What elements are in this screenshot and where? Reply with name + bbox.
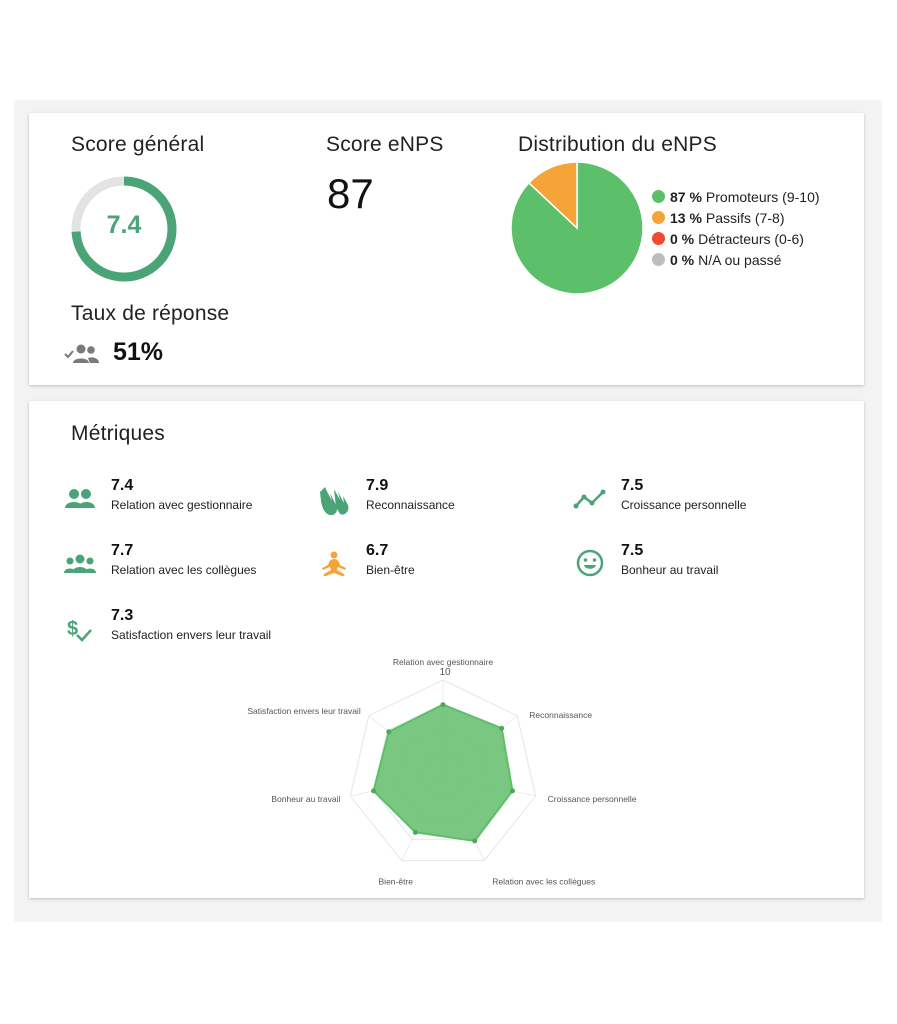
metric-bonheur: 7.5 Bonheur au travail <box>573 542 813 590</box>
legend-item-detracteurs: 0 % Détracteurs (0-6) <box>652 228 820 249</box>
response-rate-title: Taux de réponse <box>71 302 230 325</box>
metric-value: 7.4 <box>111 477 134 494</box>
legend-item-promoteurs: 87 % Promoteurs (9-10) <box>652 186 820 207</box>
legend-pct: 13 % <box>670 209 702 226</box>
radar-point <box>371 788 377 794</box>
score-general-title: Score général <box>71 133 205 156</box>
radar-point <box>440 702 446 708</box>
metric-label: Relation avec les collègues <box>111 563 257 577</box>
legend-label: Promoteurs (9-10) <box>705 188 820 205</box>
radar-axis-label: Satisfaction envers leur travail <box>247 706 360 716</box>
score-general-value: 7.4 <box>106 211 142 239</box>
legend-label: Détracteurs (0-6) <box>698 230 804 247</box>
legend-dot <box>652 253 665 266</box>
radar-point <box>412 829 418 835</box>
metric-value: 7.7 <box>111 542 134 559</box>
dollar-check-icon: $ <box>67 618 92 642</box>
meditation-icon <box>322 551 346 577</box>
metric-value: 7.3 <box>111 607 134 624</box>
radar-point <box>509 788 515 794</box>
radar-axis-label: Relation avec gestionnaire <box>393 657 493 667</box>
legend-dot <box>652 211 665 224</box>
clapping-hands-icon <box>320 487 349 516</box>
radar-axis-label: Reconnaissance <box>529 710 592 720</box>
radar-axis-label: Relation avec les collègues <box>492 877 595 887</box>
distribution-title: Distribution du eNPS <box>518 133 717 156</box>
metric-value: 7.5 <box>621 542 644 559</box>
response-rate-value: 51% <box>113 338 164 366</box>
legend-pct: 0 % <box>670 230 695 247</box>
enps-value: 87 <box>327 170 374 217</box>
metric-label: Relation avec gestionnaire <box>111 498 253 512</box>
metric-label: Reconnaissance <box>366 498 455 512</box>
metric-value: 7.5 <box>621 477 644 494</box>
legend-pct: 0 % <box>670 251 695 268</box>
legend-item-passifs: 13 % Passifs (7-8) <box>652 207 820 228</box>
score-general-gauge <box>71 176 177 282</box>
radar-data-area <box>372 703 514 842</box>
enps-legend: 87 % Promoteurs (9-10) 13 % Passifs (7-8… <box>652 186 820 270</box>
metric-croissance: 7.5 Croissance personnelle <box>573 477 813 525</box>
radar-axis-label: Bien-être <box>379 877 414 887</box>
radar-point <box>386 729 392 735</box>
metric-value: 6.7 <box>366 542 389 559</box>
metric-relation-gestionnaire: 7.4 Relation avec gestionnaire <box>63 477 303 525</box>
radar-point <box>499 725 505 731</box>
legend-item-na: 0 % N/A ou passé <box>652 249 820 270</box>
metric-label: Croissance personnelle <box>621 498 747 512</box>
pie-slice <box>527 161 578 230</box>
radar-point <box>472 838 478 844</box>
metric-relation-collegues: 7.7 Relation avec les collègues <box>63 542 303 590</box>
smiley-icon <box>576 549 604 577</box>
metric-label: Bien-être <box>366 563 415 577</box>
radar-axis-label: Bonheur au travail <box>271 794 340 804</box>
radar-axis-label: Croissance personnelle <box>548 794 637 804</box>
metric-satisfaction: $ 7.3 Satisfaction envers leur travail <box>63 607 303 655</box>
metric-reconnaissance: 7.9 Reconnaissance <box>318 477 558 525</box>
metric-value: 7.9 <box>366 477 389 494</box>
trend-line-icon <box>573 489 606 509</box>
people-pair-icon <box>65 489 95 508</box>
enps-title: Score eNPS <box>326 133 444 156</box>
metric-label: Bonheur au travail <box>621 563 719 577</box>
metric-label: Satisfaction envers leur travail <box>111 628 272 642</box>
enps-pie-chart <box>510 161 644 295</box>
metrics-title: Métriques <box>71 422 166 445</box>
svg-text:$: $ <box>67 618 78 640</box>
legend-label: N/A ou passé <box>698 251 782 268</box>
legend-pct: 87 % <box>670 188 702 205</box>
radar-grid-ring <box>349 679 537 862</box>
people-group-icon <box>64 554 96 573</box>
group-check-icon <box>64 344 99 363</box>
radar-tick-label: 10 <box>439 667 451 678</box>
legend-label: Passifs (7-8) <box>705 209 785 226</box>
legend-dot <box>652 190 665 203</box>
legend-dot <box>652 232 665 245</box>
metric-bien-etre: 6.7 Bien-être <box>318 542 558 590</box>
